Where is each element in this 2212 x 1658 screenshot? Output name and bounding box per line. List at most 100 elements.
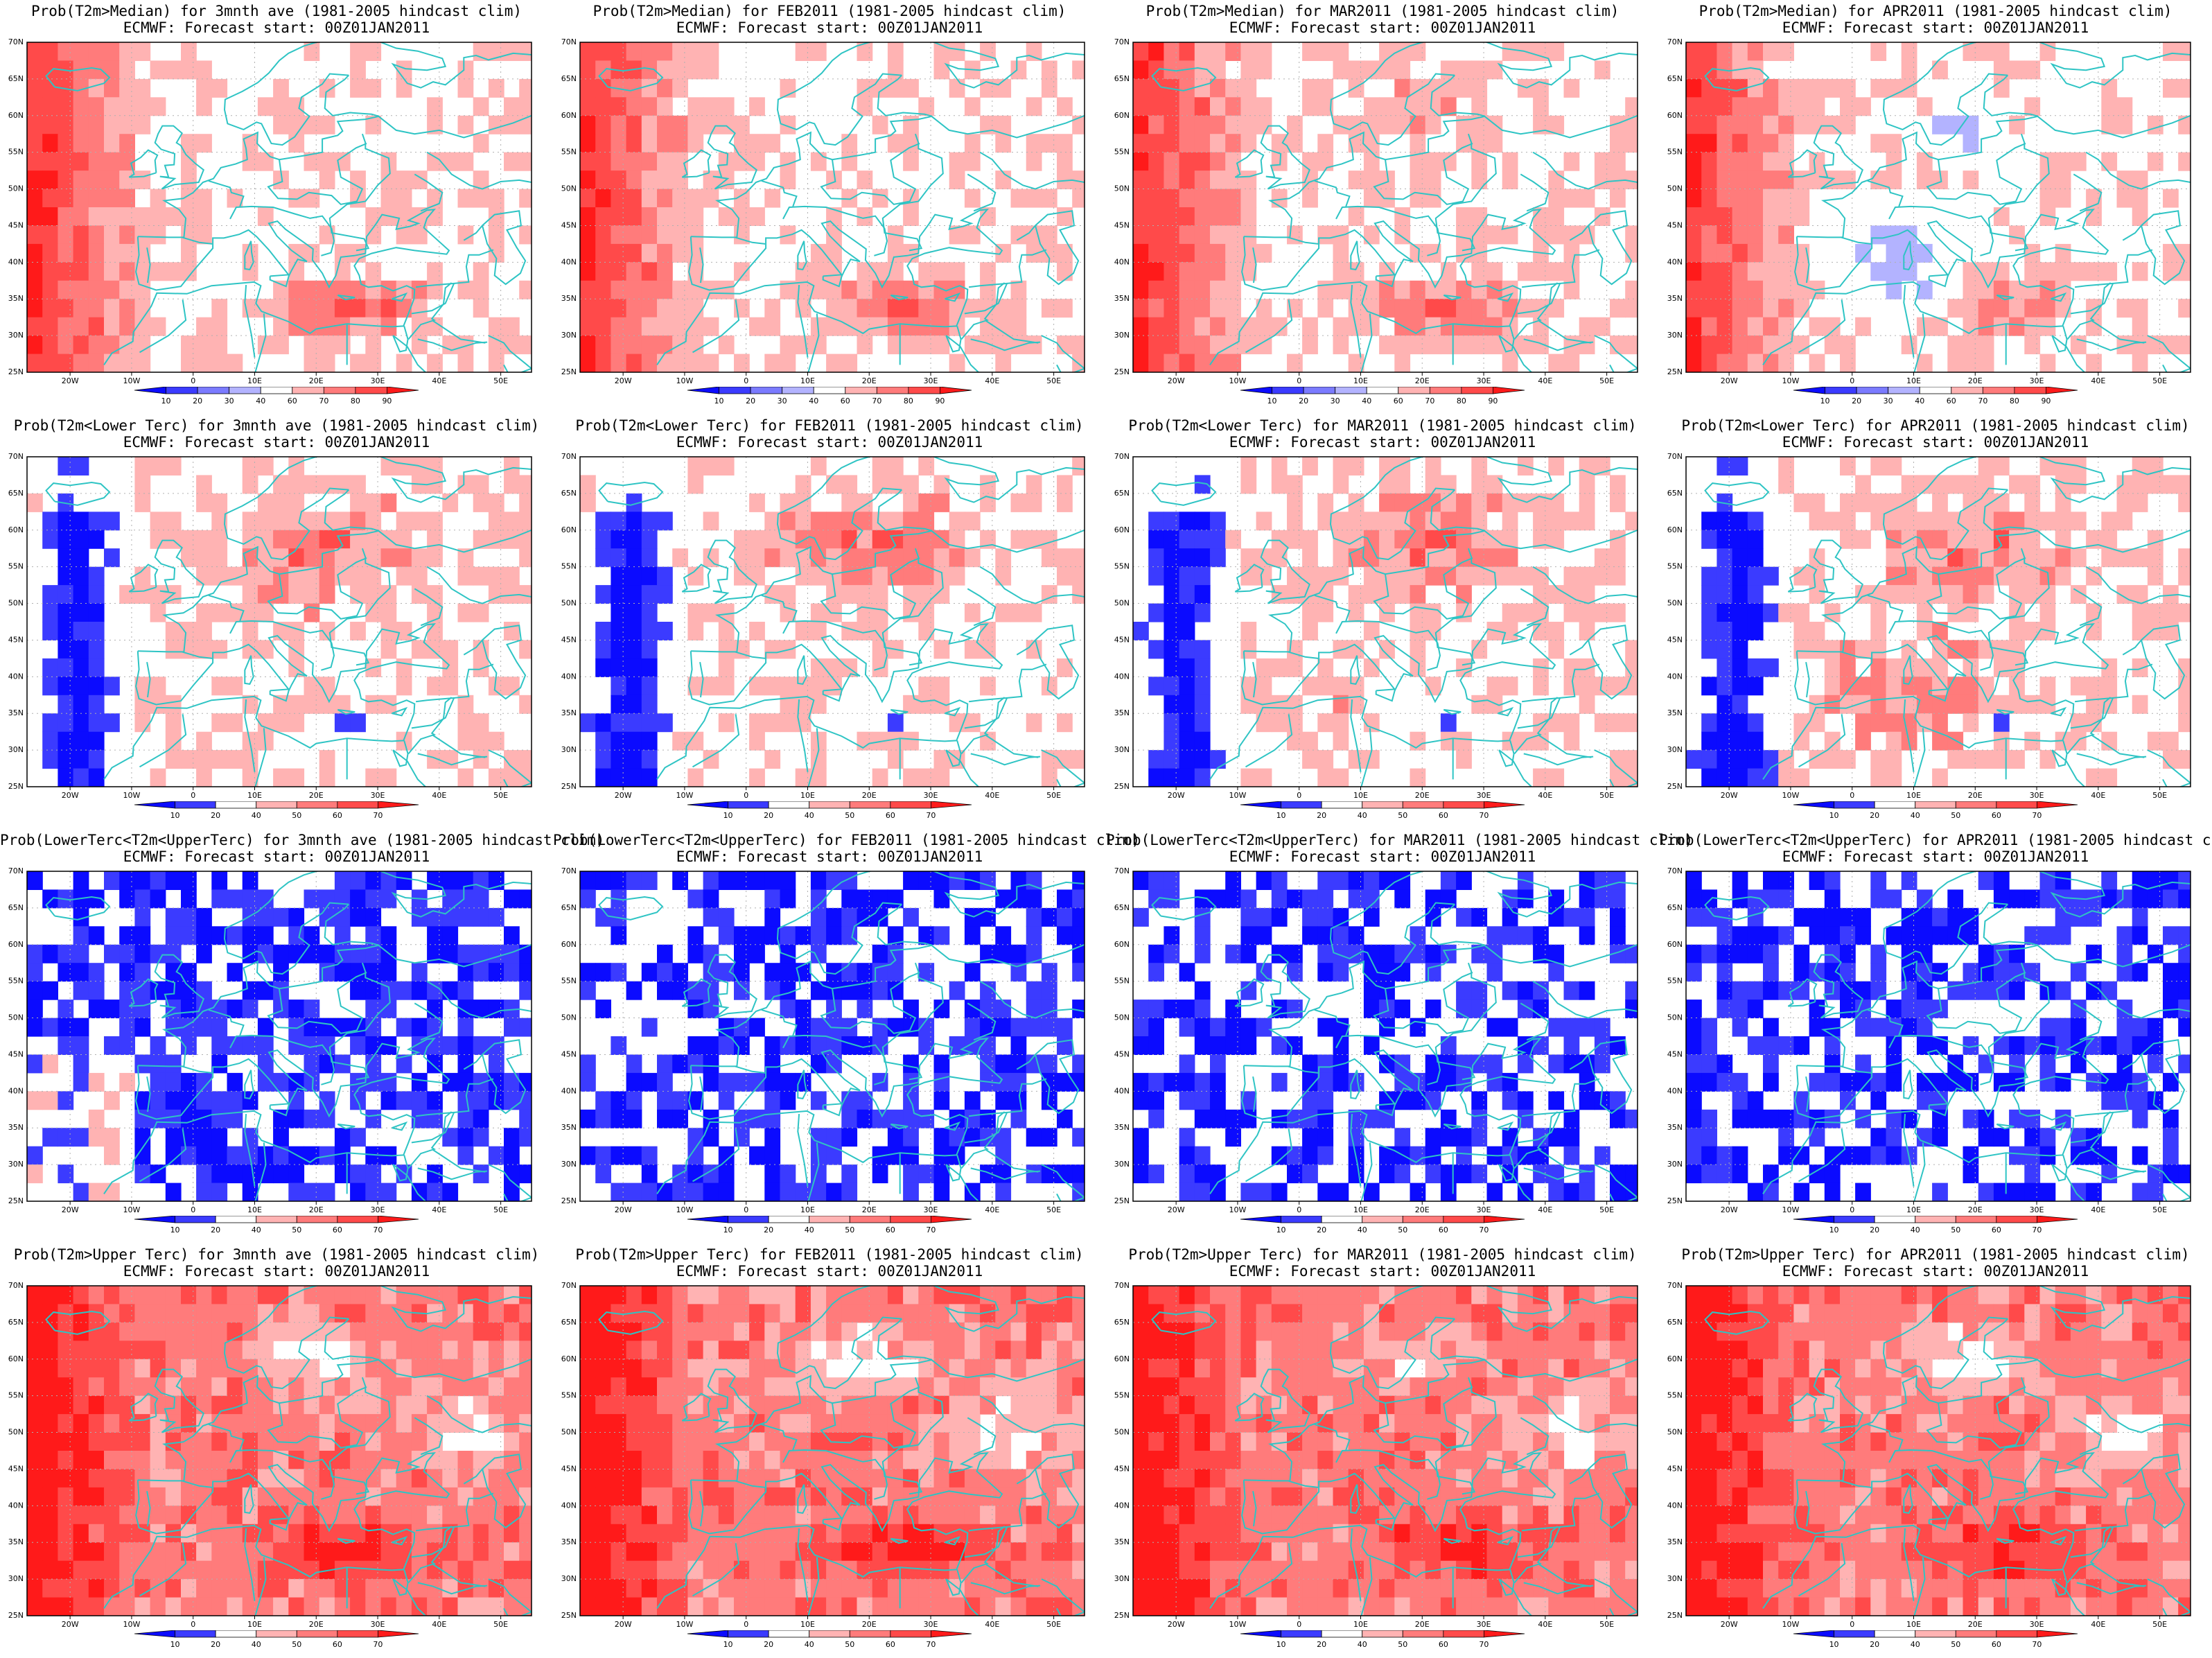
panel-title: Prob(LowerTerc<T2m<UpperTerc) for FEB201… [553, 832, 1141, 848]
lon-tick-label: 20E [309, 1205, 324, 1214]
colorbar-label: 60 [1992, 1640, 2001, 1649]
lat-tick-label: 45N [1667, 1464, 1683, 1473]
lat-axis: 70N 65N 60N 55N 50N 45N 40N 35N 30N 25N [561, 867, 577, 1204]
lat-tick-label: 65N [1667, 903, 1683, 912]
colorbar: 10 20 40 50 60 70 [1240, 1216, 1525, 1234]
colorbar-label: 10 [170, 811, 180, 820]
lat-tick-label: 55N [8, 148, 24, 157]
lon-tick-label: 20W [62, 376, 79, 385]
lon-tick-label: 20W [615, 1205, 632, 1214]
lat-tick-label: 40N [1667, 1501, 1683, 1510]
lat-tick-label: 25N [1667, 782, 1683, 789]
lat-tick-label: 45N [561, 1049, 577, 1058]
lat-tick-label: 70N [1667, 1282, 1683, 1290]
lat-tick-label: 30N [8, 331, 24, 340]
lat-tick-label: 25N [1114, 782, 1130, 789]
lon-tick-label: 40E [2091, 791, 2105, 800]
probability-map: 20W 10W 0 10E 20E 30E 40E 50E [579, 456, 1085, 800]
lon-tick-label: 10W [123, 1620, 140, 1629]
colorbar-label: 10 [1276, 1225, 1286, 1234]
lon-tick-label: 10E [1906, 791, 1921, 800]
colorbar-label: 10 [714, 396, 724, 405]
map-panel-middle-3: Prob(LowerTerc<T2m<UpperTerc) for MAR201… [1106, 829, 1693, 1244]
lon-tick-label: 10E [247, 376, 262, 385]
panel-title: Prob(T2m>Median) for APR2011 (1981-2005 … [1698, 3, 2172, 19]
lat-tick-label: 40N [8, 1501, 24, 1510]
lat-tick-label: 35N [561, 1537, 577, 1546]
colorbar-label: 20 [764, 811, 773, 820]
colorbar-label: 20 [211, 1225, 220, 1234]
probability-map: 20W 10W 0 10E 20E 30E 40E 50E [579, 871, 1085, 1214]
lat-tick-label: 45N [1667, 220, 1683, 229]
panel-title: Prob(T2m>Median) for MAR2011 (1981-2005 … [1146, 3, 1620, 19]
lat-tick-label: 70N [1667, 38, 1683, 46]
lat-tick-label: 65N [8, 1318, 24, 1327]
colorbar: 10 20 40 50 60 70 [134, 801, 419, 820]
lon-tick-label: 20E [862, 376, 877, 385]
lat-tick-label: 30N [1667, 1160, 1683, 1169]
colorbar-label: 60 [1992, 1225, 2001, 1234]
lon-tick-label: 30E [2030, 1620, 2044, 1629]
lat-tick-label: 70N [561, 867, 577, 875]
lat-tick-label: 70N [561, 1282, 577, 1290]
colorbar-label: 40 [805, 1225, 814, 1234]
colorbar-label: 50 [292, 811, 301, 820]
lat-tick-label: 35N [8, 1123, 24, 1132]
lon-tick-label: 30E [371, 376, 385, 385]
lat-tick-label: 25N [561, 367, 577, 375]
lat-tick-label: 30N [8, 745, 24, 754]
lon-tick-label: 20W [62, 1620, 79, 1629]
lon-tick-label: 0 [1297, 1620, 1301, 1629]
lat-tick-label: 45N [1114, 1464, 1130, 1473]
lat-tick-label: 30N [1114, 331, 1130, 340]
lon-tick-label: 50E [493, 1620, 508, 1629]
lat-tick-label: 30N [561, 331, 577, 340]
lat-axis: 70N 65N 60N 55N 50N 45N 40N 35N 30N 25N [1114, 38, 1130, 375]
probability-map: 20W 10W 0 10E 20E 30E 40E 50E [1685, 1285, 2191, 1629]
lon-tick-label: 30E [1477, 376, 1491, 385]
colorbar-label: 60 [886, 1640, 895, 1649]
colorbar-label: 40 [805, 811, 814, 820]
lat-tick-label: 35N [1114, 1123, 1130, 1132]
lon-tick-label: 30E [2030, 791, 2044, 800]
lat-tick-label: 35N [1114, 294, 1130, 303]
lon-tick-label: 20W [1168, 1620, 1185, 1629]
lat-tick-label: 50N [8, 1428, 24, 1437]
lat-axis: 70N 65N 60N 55N 50N 45N 40N 35N 30N 25N [8, 453, 24, 789]
colorbar-label: 60 [333, 1225, 342, 1234]
lat-axis: 70N 65N 60N 55N 50N 45N 40N 35N 30N 25N [1667, 1282, 1683, 1618]
panel-subtitle: ECMWF: Forecast start: 00Z01JAN2011 [123, 848, 430, 865]
panel-title: Prob(T2m>Median) for FEB2011 (1981-2005 … [592, 3, 1066, 19]
lat-tick-label: 70N [1114, 1282, 1130, 1290]
lat-tick-label: 40N [1114, 257, 1130, 266]
map-panel-lower-2: Prob(T2m<Lower Terc) for FEB2011 (1981-2… [553, 414, 1106, 829]
lon-tick-label: 40E [1538, 1205, 1552, 1214]
lon-tick-label: 50E [2152, 376, 2167, 385]
lat-tick-label: 25N [8, 367, 24, 375]
colorbar-label: 20 [1852, 396, 1861, 405]
lat-tick-label: 60N [1114, 525, 1130, 534]
lat-tick-label: 40N [1114, 672, 1130, 681]
lat-tick-label: 60N [8, 1354, 24, 1363]
colorbar-label: 40 [1911, 1640, 1920, 1649]
lat-tick-label: 60N [1114, 1354, 1130, 1363]
colorbar-label: 90 [2041, 396, 2051, 405]
lat-tick-label: 25N [1667, 1196, 1683, 1204]
colorbar-label: 40 [1911, 1225, 1920, 1234]
lat-tick-label: 65N [561, 74, 577, 83]
lat-tick-label: 40N [1667, 1086, 1683, 1095]
lon-tick-label: 50E [1599, 1620, 1614, 1629]
lon-tick-label: 20E [862, 1205, 877, 1214]
map-panel-upper-3: Prob(T2m>Upper Terc) for MAR2011 (1981-2… [1106, 1244, 1659, 1658]
colorbar-label: 30 [1884, 396, 1893, 405]
lat-tick-label: 60N [561, 1354, 577, 1363]
lon-tick-label: 30E [924, 1620, 938, 1629]
probability-map: 20W 10W 0 10E 20E 30E 40E 50E [26, 456, 532, 800]
lat-tick-label: 30N [1667, 1574, 1683, 1583]
lon-tick-label: 20E [309, 376, 324, 385]
lon-tick-label: 10E [1353, 1205, 1368, 1214]
lon-tick-label: 40E [432, 1205, 446, 1214]
probability-map: 20W 10W 0 10E 20E 30E 40E 50E [1132, 42, 1638, 385]
lat-tick-label: 70N [1114, 453, 1130, 461]
lat-tick-label: 70N [561, 38, 577, 46]
